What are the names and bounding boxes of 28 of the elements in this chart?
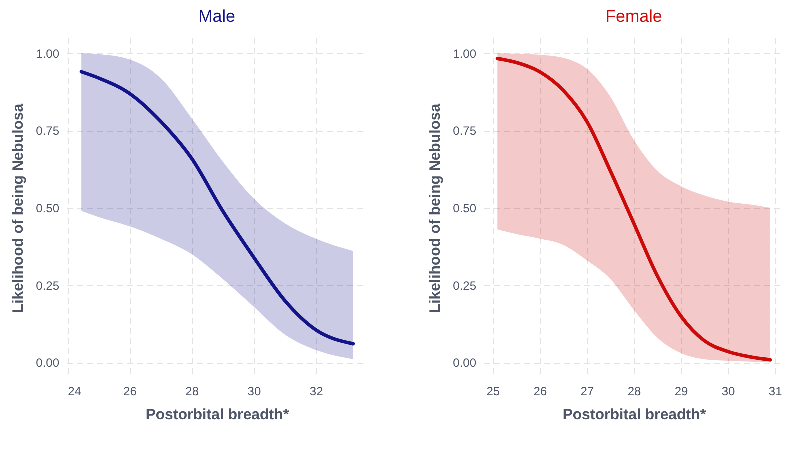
x-tick-label: 32 — [310, 384, 324, 398]
y-axis-title: Likelihood of being Nebulosa — [10, 103, 28, 314]
x-tick-label: 24 — [68, 384, 82, 398]
y-tick-label: 1.00 — [36, 46, 60, 61]
y-axis-title: Likelihood of being Nebulosa — [427, 103, 444, 314]
y-tick-label: 0.25 — [36, 278, 60, 293]
x-tick-label: 28 — [186, 384, 200, 398]
x-tick-label: 30 — [722, 384, 736, 398]
x-tick-label: 27 — [580, 384, 594, 398]
x-tick-label: 31 — [768, 384, 783, 398]
chart-title: Male — [198, 7, 236, 26]
x-tick-label: 30 — [248, 384, 262, 398]
y-tick-label: 0.00 — [453, 356, 477, 370]
y-tick-label: 0.00 — [36, 356, 60, 370]
x-tick-label: 25 — [486, 384, 500, 398]
y-tick-label: 0.75 — [36, 124, 60, 138]
y-tick-label: 0.75 — [453, 124, 477, 138]
chart-title: Female — [606, 7, 662, 26]
x-tick-label: 28 — [628, 384, 642, 398]
y-tick-label: 0.50 — [453, 202, 477, 216]
y-tick-label: 0.50 — [36, 202, 60, 216]
x-axis-title: Postorbital breadth* — [146, 406, 290, 424]
y-tick-label: 1.00 — [453, 46, 477, 61]
x-tick-label: 29 — [674, 384, 689, 398]
x-tick-label: 26 — [534, 384, 548, 398]
x-tick-label: 26 — [124, 384, 138, 398]
y-tick-label: 0.25 — [453, 278, 477, 293]
x-axis-title: Postorbital breadth* — [562, 406, 706, 424]
